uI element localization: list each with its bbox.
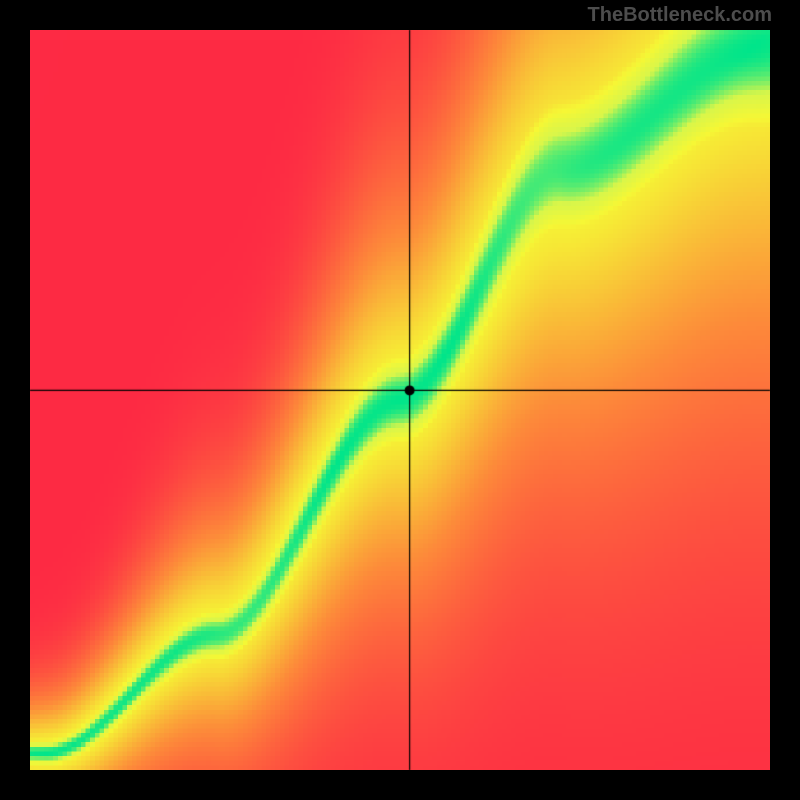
chart-container: TheBottleneck.com [0,0,800,800]
crosshair-overlay [0,0,800,800]
watermark-text: TheBottleneck.com [588,4,772,27]
